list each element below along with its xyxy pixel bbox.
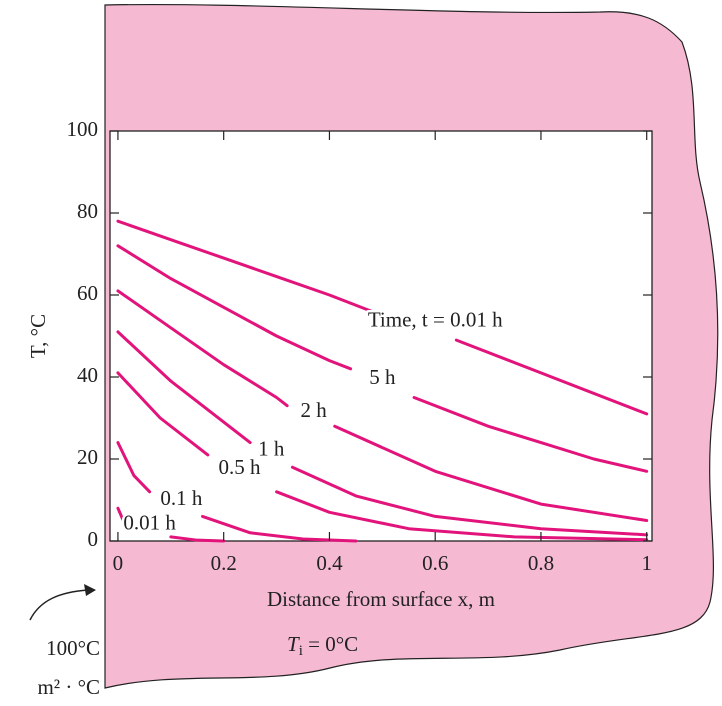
y-tick-label: 60 bbox=[77, 281, 98, 305]
curve bbox=[116, 289, 649, 522]
arrow bbox=[29, 589, 89, 621]
curve-label: 1 h bbox=[258, 437, 285, 461]
x-tick-label: 0 bbox=[113, 551, 124, 575]
plot: 0 20 40 60 80 100 0 0.2 0.4 0.6 0.8 1 Time, t = 0.01… bbox=[67, 117, 652, 575]
initial-value: = 0°C bbox=[303, 632, 358, 656]
x-tick-label: 0.8 bbox=[528, 551, 554, 575]
x-tick-label: 1 bbox=[641, 551, 652, 575]
y-axis-label: T, °C bbox=[26, 314, 50, 358]
curve-label: Time, t = 0.01 h bbox=[368, 308, 503, 332]
x-tick-label: 0.4 bbox=[316, 551, 343, 575]
y-tick-label: 0 bbox=[88, 527, 99, 551]
curve-label: 0.5 h bbox=[219, 455, 262, 479]
curve bbox=[116, 219, 649, 416]
y-tick-label: 20 bbox=[77, 445, 98, 469]
initial-sub: i bbox=[299, 643, 303, 659]
curve-label: 0.01 h bbox=[123, 511, 176, 535]
x-tick-label: 0.2 bbox=[211, 551, 237, 575]
initial-temp: Ti = 0°C bbox=[287, 632, 358, 660]
initial-symbol: T bbox=[287, 632, 300, 656]
curve bbox=[116, 506, 226, 543]
curve bbox=[116, 330, 649, 537]
boundary-temp: 100°C bbox=[46, 636, 100, 660]
y-tick-label: 40 bbox=[77, 363, 98, 387]
boundary-unit: m² · °C bbox=[37, 675, 100, 699]
arrow-head bbox=[84, 584, 96, 596]
plot-area bbox=[109, 130, 653, 542]
x-axis-label: Distance from surface x, m bbox=[267, 587, 495, 611]
x-tick-label: 0.6 bbox=[422, 551, 448, 575]
y-tick-label: 80 bbox=[77, 199, 98, 223]
curve-label: 0.1 h bbox=[160, 486, 203, 510]
y-tick-label: 100 bbox=[67, 117, 99, 141]
curve-label: 5 h bbox=[369, 365, 396, 389]
curve bbox=[116, 371, 649, 542]
curve bbox=[116, 244, 649, 473]
curve-label: 2 h bbox=[300, 398, 327, 422]
